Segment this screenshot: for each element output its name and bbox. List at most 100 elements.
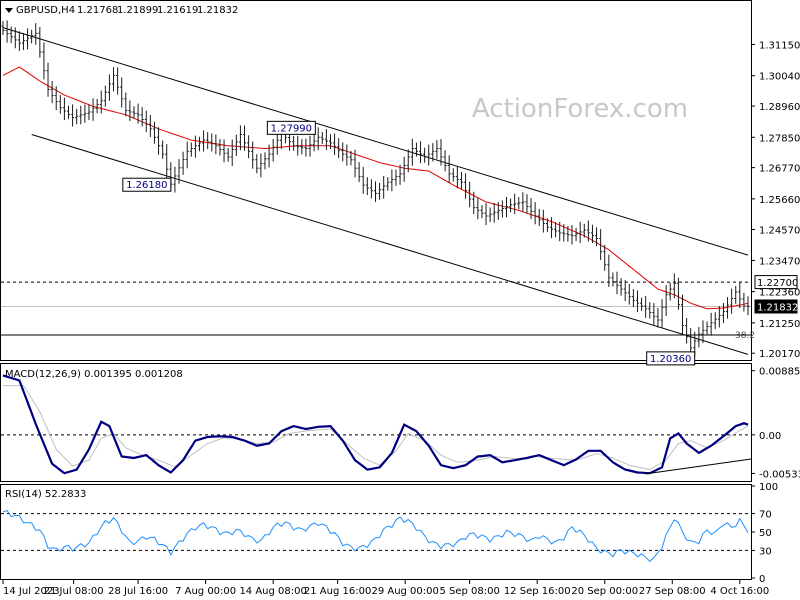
ohlc-bar	[58, 94, 62, 114]
time-axis-label: 14 Aug 08:00	[239, 586, 306, 597]
ohlc-bar	[738, 281, 742, 309]
ohlc-bar	[550, 217, 554, 239]
ohlc-bar	[214, 134, 218, 155]
ohlc-bar	[468, 181, 472, 208]
ohlc-bar	[554, 222, 558, 238]
ohlc-bar	[132, 106, 136, 119]
ohlc-bar	[50, 81, 54, 104]
ohlc-bar	[152, 121, 156, 144]
ohlc-bar	[304, 138, 308, 157]
rsi-axis-tick-label: 70	[759, 510, 772, 521]
ohlc-bar	[91, 98, 95, 121]
ohlc-bar	[157, 127, 161, 155]
ohlc-bar	[144, 110, 148, 133]
ohlc-bar	[545, 218, 549, 232]
axes-layer: 1.31150 1.30040 1.28960 1.27850 1.26770 1.256…	[2, 40, 800, 597]
ohlc-bar	[599, 229, 603, 261]
ohlc-bar	[406, 149, 410, 173]
macd-axis-tick-label: 0.00	[759, 431, 781, 442]
ohlc-bar	[578, 221, 582, 243]
macd-axis-tick-label: 0.00885	[759, 367, 800, 378]
ohlc-bar	[21, 32, 25, 51]
ohlc-bar	[357, 162, 361, 183]
ohlc-bar	[17, 31, 21, 51]
price-axis-tick-label: 1.31150	[759, 40, 800, 51]
price-axis-tick-label: 1.22360	[759, 288, 800, 299]
ohlc-bar	[451, 168, 455, 182]
ohlc-bar	[79, 105, 83, 125]
ohlc-bar	[529, 197, 533, 220]
ohlc-bar	[459, 171, 463, 189]
ohlc-bar	[185, 141, 189, 169]
ohlc-bar	[230, 139, 234, 166]
ohlc-bar	[99, 90, 103, 114]
ohlc-bar	[746, 296, 750, 316]
ohlc-bar	[464, 173, 468, 199]
ohlc-bar	[697, 326, 701, 348]
ohlc-bar	[566, 226, 570, 242]
ohlc-bar	[676, 277, 680, 310]
ohlc-bar	[595, 227, 599, 247]
ohlc-bar	[644, 295, 648, 318]
ohlc-bar	[517, 196, 521, 210]
ohlc-bar	[9, 26, 13, 44]
ohlc-bar	[496, 201, 500, 220]
price-axis-tick-label: 1.20170	[759, 349, 800, 360]
ohlc-bar	[292, 135, 296, 151]
ohlc-bar	[255, 154, 259, 174]
price-annotation: 1.27990	[266, 120, 316, 135]
time-axis-label: 27 Sep 08:00	[639, 586, 706, 597]
ohlc-bar	[582, 223, 586, 238]
ohlc-bar	[218, 138, 222, 156]
ohlc-bar	[328, 134, 332, 150]
ohlc-bar	[423, 147, 427, 163]
ohlc-bar	[398, 164, 402, 185]
ohlc-bar	[648, 302, 652, 319]
ohlc-bar	[226, 147, 230, 162]
ohlc-bar	[333, 133, 337, 156]
ohlc-bar	[120, 77, 124, 108]
annotation-label: 1.27990	[271, 123, 312, 134]
annotation-box	[266, 120, 316, 135]
ohlc-bar	[275, 132, 279, 155]
ohlc-bar	[504, 196, 508, 218]
ohlc-bar	[324, 129, 328, 151]
time-axis-label: 7 Aug 00:00	[175, 586, 236, 597]
ohlc-bar	[165, 144, 169, 179]
ohlc-bar	[705, 321, 709, 336]
ohlc-bar	[259, 153, 263, 178]
price-axis-tick-label: 1.26770	[759, 164, 800, 175]
watermark: ActionForex.com	[472, 94, 688, 124]
ohlc-bar	[349, 150, 353, 166]
ohlc-bar	[103, 85, 107, 107]
ohlc-bar	[234, 134, 238, 156]
ohlc-bar	[476, 197, 480, 220]
ohlc-bar	[177, 159, 181, 184]
symbol-dropdown-icon[interactable]	[5, 8, 13, 13]
macd-trendline	[645, 458, 753, 475]
fib-label: 38.2	[735, 331, 755, 341]
ohlc-bar	[353, 149, 357, 178]
annotation-label: 1.26180	[126, 180, 167, 191]
ohlc-bar	[447, 155, 451, 183]
rsi-axis-tick-label: 0	[759, 574, 765, 585]
ohlc-bar	[66, 105, 70, 120]
ohlc-bar	[681, 294, 685, 335]
price-axis-tick-label: 1.21250	[759, 319, 800, 330]
ohlc-bar	[308, 135, 312, 157]
macd-main-line	[2, 374, 749, 475]
ohlc-bar	[238, 125, 242, 151]
ohlc-bar	[1, 21, 5, 35]
ohlc-bar	[38, 27, 42, 58]
ohlc-bar	[689, 327, 693, 356]
ohlc-bar	[75, 108, 79, 125]
price-axis-tick-label: 1.24570	[759, 226, 800, 237]
ohlc-bar	[431, 143, 435, 162]
ohlc-bar	[427, 144, 431, 166]
price-axis-tick-label: 1.30040	[759, 72, 800, 83]
ohlc-bar	[128, 100, 132, 122]
ohlc-bar	[161, 140, 165, 159]
rsi-axis-tick-label: 30	[759, 546, 772, 557]
ohlc-bar	[116, 67, 120, 95]
ohlc-bar	[435, 140, 439, 159]
